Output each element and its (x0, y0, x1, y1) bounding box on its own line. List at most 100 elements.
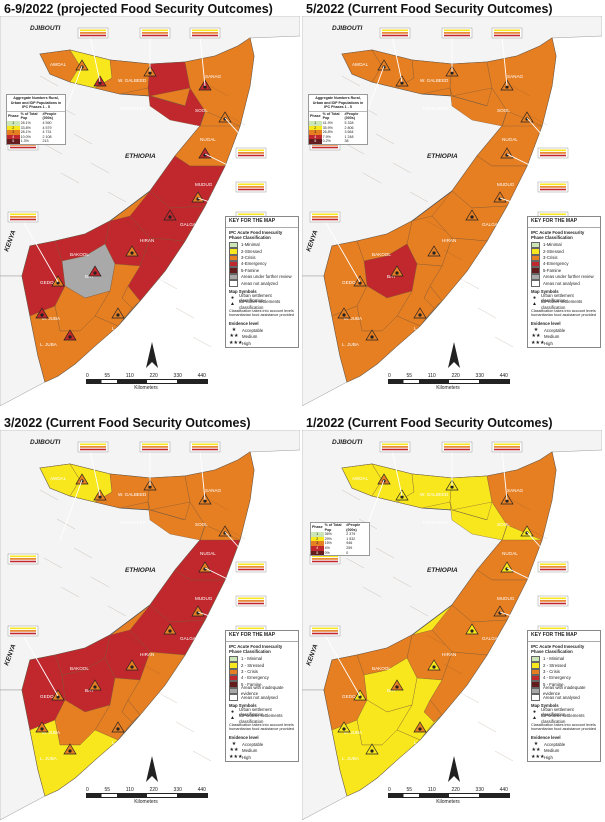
region-label: SANAG (205, 488, 222, 493)
legend-extra-item: Areas not analysed (528, 694, 600, 701)
legend-evidence-item: ★★ Medium (226, 748, 298, 754)
legend-swatch (531, 273, 540, 281)
scale-tick: 440 (499, 373, 508, 379)
urban-settlement-icon (168, 215, 172, 219)
phase-cell: 5 (309, 139, 322, 144)
legend-symbols-title: Map Symbols (531, 288, 559, 294)
population-header: #People (000s) (344, 111, 359, 121)
somalia-map: DJIBOUTI AWDAL W. GALBEED TOGDHEER SANAG SOOL… (302, 16, 602, 406)
legend-phase-label: 5-Famine (543, 267, 562, 273)
region-label: BANADIR (148, 716, 169, 721)
region-label: BAKOOL (70, 252, 89, 257)
scale-tick: 0 (86, 787, 89, 793)
urban-settlement-icon (203, 85, 207, 89)
urban-settlement-icon (130, 665, 134, 669)
region-label: L. JUBA (342, 342, 360, 347)
people-cell: 4 579 (42, 125, 52, 130)
scale-tick: 0 (86, 373, 89, 379)
legend-swatch (229, 260, 238, 268)
legend-phase-item: 3 - Crisis (226, 668, 298, 676)
district-boundary (460, 692, 480, 704)
urban-settlement-icon (370, 335, 374, 339)
people-cell: 2 108 (42, 134, 52, 139)
legend-phase-item: 5-Famine (226, 267, 298, 274)
scale-tick: 0 (388, 373, 391, 379)
legend-swatch (531, 260, 540, 268)
legend-swatch (531, 241, 540, 249)
scale-bar-graphic (86, 793, 208, 798)
scale-unit: Kilometers (436, 385, 460, 391)
district-boundary (90, 576, 110, 588)
urban-settlement-icon (525, 117, 529, 121)
legend-evidence-item: ★★ Medium (528, 748, 600, 754)
region-label: M. JUBA (344, 316, 363, 321)
idp-settlement-icon (88, 679, 102, 691)
legend-evidence-item: ★★ Medium (226, 334, 298, 340)
percent-cell: 0.2% (322, 139, 331, 144)
region-label: BARI (255, 82, 266, 87)
legend-swatch (229, 241, 238, 249)
district-boundary (341, 489, 361, 501)
legend-note: Classification takes into account levels… (229, 722, 295, 732)
urban-settlement-icon (40, 727, 44, 731)
district-boundary (158, 692, 178, 704)
district-boundary (226, 114, 246, 126)
legend-extra-label: Areas under further review (543, 274, 594, 280)
north-arrow-icon (448, 342, 460, 368)
legend-symbol-item: ▲ IDP/other settlements classification (226, 299, 298, 310)
population-row: 5 1.3% 213 (7, 139, 65, 144)
legend-phase-label: 1-Minimal (543, 242, 562, 248)
legend-extra-item: Areas with inadequate evidence (528, 685, 600, 696)
people-cell: 5 328 (344, 120, 354, 125)
urban-settlement-icon (395, 271, 399, 275)
evidence-star-icon: ★ (231, 327, 237, 334)
legend-symbol-item: ▲ IDPs/other settlements classification (528, 713, 600, 724)
population-row: 2 35.9% 2 806 (309, 125, 367, 131)
panel-title: 6-9/2022 (projected Food Security Outcom… (4, 2, 273, 16)
population-row: 5 0.2% 38 (309, 139, 367, 144)
legend-phase-item: 1 - Minimal (226, 655, 298, 663)
region-label: BARI (557, 82, 568, 87)
region-label: SOOL (497, 522, 510, 527)
district-boundary (43, 143, 63, 155)
idp-settlement-icon (337, 307, 351, 319)
legend-extra-label: Areas not analysed (543, 694, 580, 700)
region-label: HIRAN (442, 652, 456, 657)
legend-phase-label: 2-Stressed (241, 248, 262, 254)
region-label: TOGDHEER (422, 520, 449, 525)
evidence-star-icon: ★★★ (229, 339, 243, 346)
legend-evidence-item: ★★ Medium (528, 334, 600, 340)
legend-evidence-title: Evidence level (531, 735, 561, 741)
callout-leader (321, 215, 361, 283)
legend-phase-item: 2 - Stressed (528, 662, 600, 669)
idp-settlement-icon (51, 275, 65, 287)
legend-evidence-label: Acceptable (544, 328, 566, 334)
percent-cell: 29% (324, 536, 332, 541)
legend-phase-label: 4-Emergency (241, 261, 267, 267)
population-row: 1 36% 2 379 (311, 532, 369, 537)
phase-cell: 2 (311, 536, 324, 542)
idp-settlement-icon (111, 307, 125, 319)
urban-settlement-icon (148, 485, 152, 489)
callout-leader (199, 449, 206, 501)
percent-cell: 33.8% (20, 125, 31, 130)
region-label: L. JUBA (40, 756, 58, 761)
legend-swatch (229, 273, 238, 281)
district-boundary (362, 172, 382, 184)
legend-symbol-label: Urban settlement classification (541, 706, 574, 718)
district-boundary (528, 528, 548, 540)
scale-tick: 110 (125, 787, 134, 793)
region-sanag (147, 61, 191, 97)
legend-symbol-label: IDPs/other settlements classification (541, 713, 585, 724)
legend-phase-item: 2 - Stressed (226, 662, 298, 669)
legend-evidence-item: ★★★ High (226, 340, 298, 346)
region-label: L. SHABELLE (112, 740, 141, 745)
region-label: MUDUG (497, 596, 515, 601)
callout-leader (391, 449, 403, 497)
people-cell: 4 590 (42, 120, 52, 125)
percent-cell: 7.9% (322, 134, 331, 139)
percent-cell: 36% (324, 532, 332, 537)
idp-settlement-icon (390, 679, 404, 691)
urban-settlement-icon (525, 531, 529, 535)
district-boundary (124, 634, 144, 646)
